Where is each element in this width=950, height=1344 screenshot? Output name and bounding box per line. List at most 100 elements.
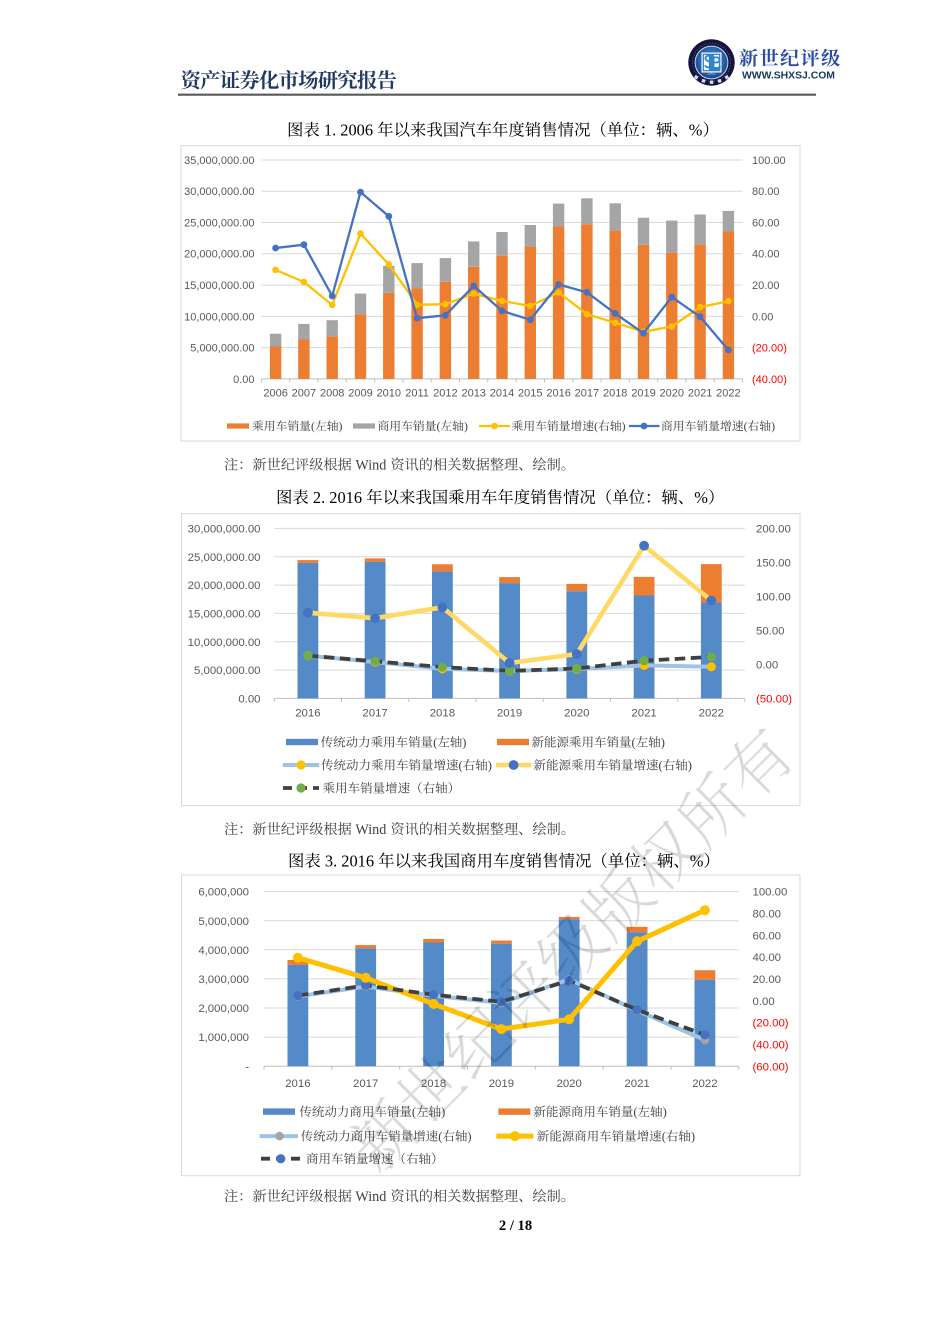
svg-text:2011: 2011: [405, 387, 429, 399]
svg-text:35,000,000.00: 35,000,000.00: [184, 155, 254, 167]
svg-text:5,000,000.00: 5,000,000.00: [194, 665, 261, 677]
svg-text:10,000,000.00: 10,000,000.00: [188, 637, 261, 649]
svg-text:(: (: [632, 736, 636, 750]
svg-text:(: (: [594, 419, 598, 433]
svg-text:2012: 2012: [433, 387, 457, 399]
svg-text:2021: 2021: [631, 708, 656, 720]
svg-text:40.00: 40.00: [753, 952, 782, 964]
svg-text:%: %: [694, 488, 708, 507]
svg-text:2020: 2020: [564, 708, 589, 720]
svg-text:(: (: [438, 1130, 442, 1144]
svg-text:(40.00): (40.00): [753, 1040, 789, 1052]
svg-text:): ): [663, 1105, 667, 1119]
svg-text:Wind: Wind: [355, 1189, 386, 1205]
svg-text:2020: 2020: [557, 1078, 582, 1090]
svg-text:%: %: [689, 121, 703, 140]
svg-text:1,000,000: 1,000,000: [198, 1032, 249, 1044]
svg-text:2022: 2022: [699, 708, 724, 720]
svg-text:20.00: 20.00: [753, 974, 782, 986]
svg-text:2008: 2008: [320, 387, 344, 399]
svg-text:): ): [661, 736, 665, 750]
svg-text:20,000,000.00: 20,000,000.00: [188, 580, 261, 592]
svg-text:2,000,000: 2,000,000: [198, 1003, 249, 1015]
svg-text:2014: 2014: [490, 387, 514, 399]
svg-text:Wind: Wind: [355, 822, 386, 838]
svg-text:(: (: [662, 1130, 666, 1144]
svg-text:20.00: 20.00: [752, 280, 780, 292]
svg-text:2 / 18: 2 / 18: [499, 1218, 532, 1234]
svg-text:40.00: 40.00: [752, 249, 780, 261]
svg-text:2013: 2013: [461, 387, 485, 399]
svg-text:50.00: 50.00: [756, 626, 785, 638]
svg-text:(: (: [744, 419, 748, 433]
svg-text:2022: 2022: [692, 1078, 717, 1090]
svg-text:2021: 2021: [688, 387, 712, 399]
svg-text:1992: 1992: [708, 72, 716, 76]
svg-text:2022: 2022: [716, 387, 740, 399]
svg-text:30,000,000.00: 30,000,000.00: [188, 524, 261, 536]
svg-text:80.00: 80.00: [753, 909, 782, 921]
svg-text:0.00: 0.00: [238, 694, 260, 706]
svg-text:2015: 2015: [518, 387, 542, 399]
svg-text:0.00: 0.00: [753, 996, 775, 1008]
svg-text:): ): [462, 736, 466, 750]
svg-text:2016: 2016: [295, 708, 320, 720]
svg-text:): ): [771, 419, 775, 433]
svg-text:(: (: [412, 1105, 416, 1119]
svg-text:): ): [488, 759, 492, 773]
svg-text:(40.00): (40.00): [752, 374, 787, 386]
svg-text:): ): [339, 419, 343, 433]
svg-text:(: (: [311, 419, 315, 433]
svg-text:25,000,000.00: 25,000,000.00: [184, 217, 254, 229]
svg-text:): ): [688, 759, 692, 773]
svg-text:5,000,000.00: 5,000,000.00: [190, 343, 254, 355]
svg-text:(: (: [437, 419, 441, 433]
svg-text:100.00: 100.00: [753, 887, 788, 899]
svg-text:20,000,000.00: 20,000,000.00: [184, 249, 254, 261]
svg-text:): ): [464, 419, 468, 433]
svg-text:150.00: 150.00: [756, 558, 791, 570]
svg-text:100.00: 100.00: [752, 155, 786, 167]
svg-text:(50.00): (50.00): [756, 694, 792, 706]
svg-text:80.00: 80.00: [752, 186, 780, 198]
svg-text:2019: 2019: [631, 387, 655, 399]
svg-text:60.00: 60.00: [753, 930, 782, 942]
svg-text:(60.00): (60.00): [753, 1061, 789, 1073]
svg-text:): ): [467, 1130, 471, 1144]
svg-text:-: -: [245, 1061, 249, 1073]
svg-text:2017: 2017: [575, 387, 599, 399]
svg-text:200.00: 200.00: [756, 524, 791, 536]
svg-text:3,000,000: 3,000,000: [198, 974, 249, 986]
svg-text:(: (: [433, 736, 437, 750]
svg-text:60.00: 60.00: [752, 217, 780, 229]
svg-text:2018: 2018: [430, 708, 455, 720]
svg-text:(: (: [459, 759, 463, 773]
svg-text:0.00: 0.00: [233, 374, 254, 386]
svg-text:(: (: [659, 759, 663, 773]
svg-text:(20.00): (20.00): [752, 343, 787, 355]
svg-text:5,000,000: 5,000,000: [198, 916, 249, 928]
svg-text:15,000,000.00: 15,000,000.00: [188, 609, 261, 621]
svg-text:2021: 2021: [624, 1078, 649, 1090]
svg-text:0.00: 0.00: [756, 660, 778, 672]
svg-text:2010: 2010: [377, 387, 401, 399]
svg-text:30,000,000.00: 30,000,000.00: [184, 186, 254, 198]
svg-text:2016: 2016: [546, 387, 570, 399]
svg-text:2006: 2006: [263, 387, 287, 399]
svg-text:2017: 2017: [353, 1078, 378, 1090]
svg-text:2016: 2016: [285, 1078, 310, 1090]
svg-text:2019: 2019: [489, 1078, 514, 1090]
svg-text:(: (: [633, 1105, 637, 1119]
svg-text:2020: 2020: [660, 387, 684, 399]
svg-text:15,000,000.00: 15,000,000.00: [184, 280, 254, 292]
svg-text:25,000,000.00: 25,000,000.00: [188, 552, 261, 564]
svg-text:1. 2006: 1. 2006: [324, 121, 373, 140]
svg-text:2017: 2017: [362, 708, 387, 720]
svg-text:100.00: 100.00: [756, 592, 791, 604]
svg-text:3. 2016: 3. 2016: [325, 852, 374, 871]
svg-text:2. 2016: 2. 2016: [313, 488, 362, 507]
svg-text:): ): [622, 419, 626, 433]
svg-text:Wind: Wind: [355, 458, 386, 474]
svg-text:10,000,000.00: 10,000,000.00: [184, 311, 254, 323]
svg-text:6,000,000: 6,000,000: [198, 887, 249, 899]
